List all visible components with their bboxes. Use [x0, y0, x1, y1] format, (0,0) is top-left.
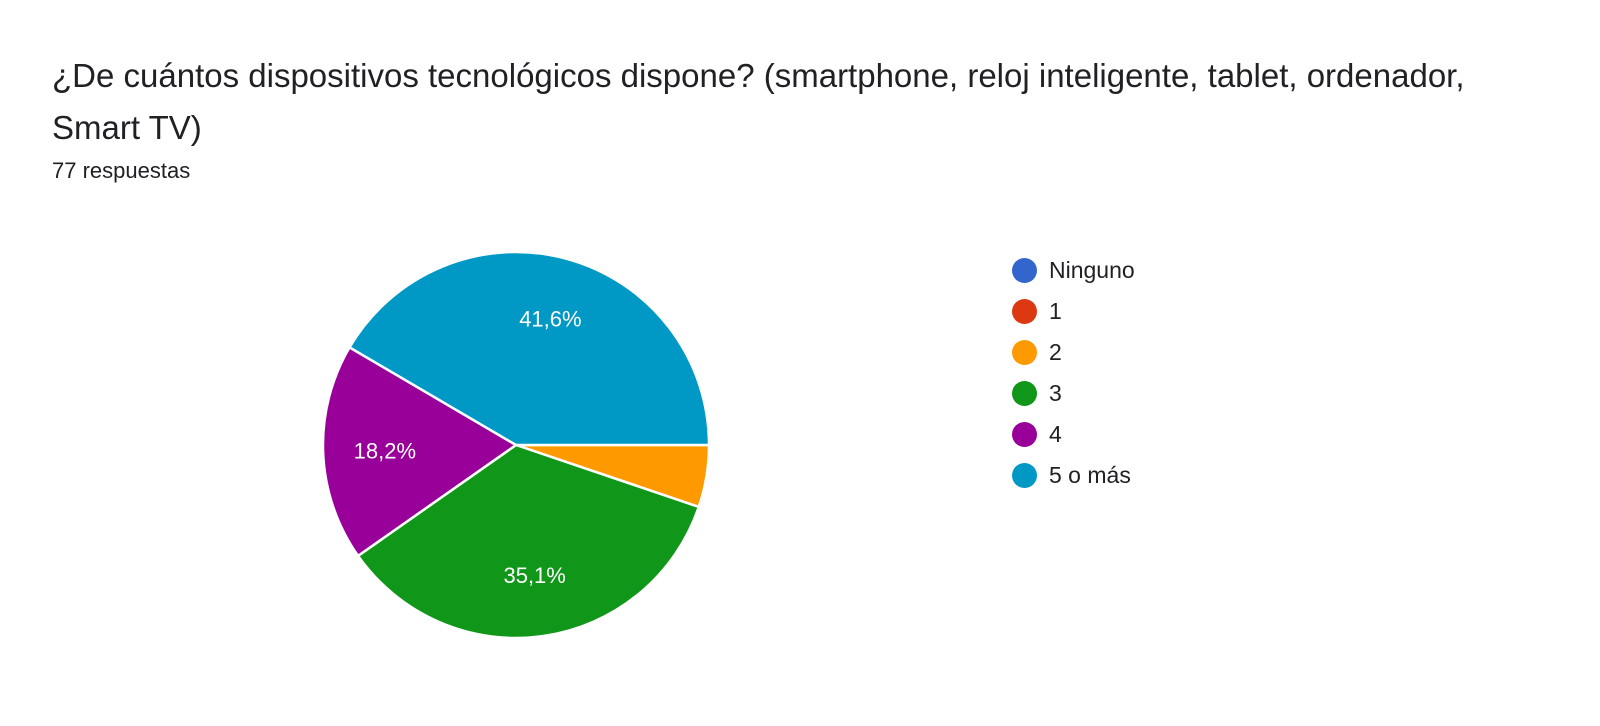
legend-swatch [1012, 340, 1037, 365]
response-count: 77 respuestas [52, 158, 191, 183]
legend-swatch [1012, 258, 1037, 283]
legend-item[interactable]: 3 [1012, 373, 1135, 414]
legend-swatch [1012, 463, 1037, 488]
pie-slice-4[interactable] [321, 345, 519, 558]
pie-slice-5-o-más[interactable] [347, 250, 711, 447]
legend-swatch [1012, 299, 1037, 324]
legend-label: Ninguno [1049, 257, 1135, 283]
legend-swatch [1012, 381, 1037, 406]
legend-label: 1 [1049, 298, 1062, 324]
legend-item[interactable]: 4 [1012, 414, 1135, 455]
pie-data-label: 35,1% [503, 563, 565, 588]
pie-slices [321, 250, 711, 640]
legend-item[interactable]: 1 [1012, 291, 1135, 332]
pie-data-label: 41,6% [519, 306, 581, 331]
legend-item[interactable]: Ninguno [1012, 250, 1135, 291]
legend-swatch [1012, 422, 1037, 447]
legend-item[interactable]: 2 [1012, 332, 1135, 373]
legend-label: 4 [1049, 421, 1062, 447]
pie-labels: 35,1% 18,2% 41,6% [354, 306, 582, 588]
legend-item[interactable]: 5 o más [1012, 455, 1135, 496]
pie-data-label: 18,2% [354, 438, 416, 463]
pie-slice-3[interactable] [356, 443, 701, 640]
legend-label: 2 [1049, 339, 1062, 365]
legend-label: 3 [1049, 380, 1062, 406]
question-title: ¿De cuántos dispositivos tecnológicos di… [52, 57, 1465, 146]
legend-label: 5 o más [1049, 462, 1131, 488]
chart-legend: Ninguno 1 2 3 4 5 o más [1012, 250, 1135, 496]
